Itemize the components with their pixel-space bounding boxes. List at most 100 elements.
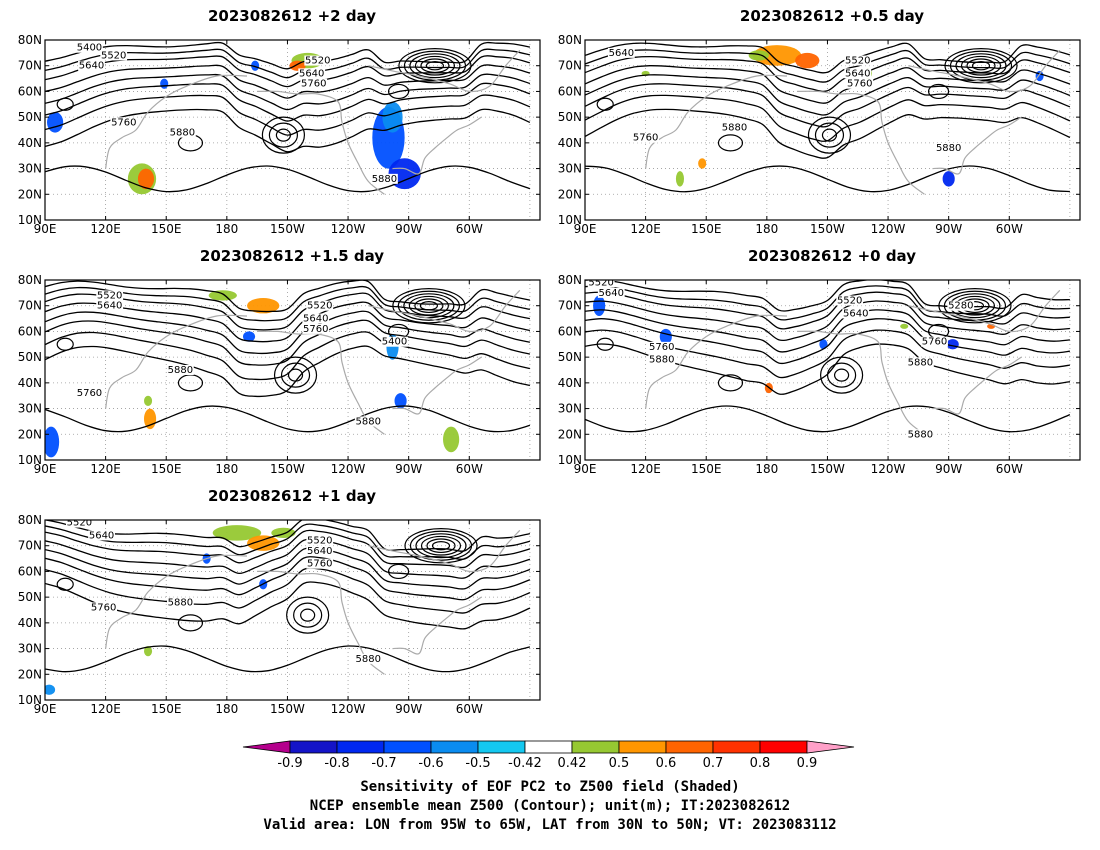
contour-label: 5880 (649, 355, 674, 366)
z500-contour (944, 48, 1018, 84)
z500-contour (949, 50, 1013, 81)
contour-label-bg (96, 300, 124, 311)
contour-label: 5760 (633, 133, 658, 144)
z500-contour (45, 64, 531, 99)
y-tick-label: 70N (18, 539, 42, 553)
z500-contour (45, 331, 531, 381)
contour-label: 5880 (168, 365, 193, 376)
caption: Sensitivity of EOF PC2 to Z500 field (Sh… (263, 779, 836, 833)
panel-plus-0-day: 2023082612 +0 day 5520564055205640528057… (558, 247, 1081, 476)
contour-label-bg (947, 300, 975, 311)
contour-label-bg (96, 290, 124, 301)
z500-contour (56, 337, 74, 351)
z500-contour (431, 541, 451, 551)
sensitivity-shading (942, 171, 955, 187)
z500-contour (392, 288, 466, 324)
z500-contour (45, 285, 531, 322)
sensitivity-shading (382, 101, 403, 133)
z500-contour (293, 602, 323, 628)
z500-contour (45, 41, 531, 70)
y-tick-label: 10N (558, 453, 582, 467)
contour-label: 5760 (649, 342, 674, 353)
colorbar-box (477, 740, 526, 754)
contour-label-bg (906, 429, 934, 440)
x-tick-label: 180 (755, 462, 778, 476)
contour-label-bg (935, 143, 963, 153)
contour-label-bg (90, 602, 117, 613)
z500-contour (960, 55, 1002, 76)
x-tick-label: 180 (755, 222, 778, 236)
colorbar-box (524, 740, 573, 754)
sensitivity-shading (795, 52, 820, 69)
z500-contour (45, 581, 531, 630)
contour-label: 5880 (356, 416, 381, 427)
contour-label: 5760 (847, 79, 872, 90)
contour-label: 5640 (89, 530, 114, 541)
coastline (797, 330, 925, 435)
x-tick-label: 90W (395, 702, 422, 716)
z500-contour (45, 319, 531, 366)
contour-label: 5760 (301, 79, 326, 90)
y-tick-label: 20N (18, 427, 42, 441)
contour-label: 5520 (588, 278, 613, 289)
y-tick-label: 20N (558, 187, 582, 201)
x-tick-label: 150W (270, 462, 305, 476)
x-tick-label: 180 (215, 222, 238, 236)
z500-contour (45, 301, 531, 343)
z500-contour (420, 535, 462, 556)
contour-label: 5880 (168, 597, 193, 608)
y-tick-label: 20N (558, 427, 582, 441)
sensitivity-shading (208, 290, 237, 301)
coastline (932, 116, 1022, 175)
sensitivity-shading (247, 298, 280, 314)
sensitivity-shading (1035, 70, 1044, 82)
z500-contour (56, 97, 74, 111)
contour-label-bg (76, 42, 103, 53)
z500-contour (585, 55, 1071, 93)
z500-contour (814, 122, 845, 148)
colorbar-label: -0.9 (277, 756, 302, 771)
y-tick-label: 20N (18, 187, 42, 201)
z500-contour (414, 55, 456, 76)
z500-contour (415, 533, 467, 559)
z500-contour (45, 280, 531, 313)
coastline (392, 596, 482, 655)
z500-contour (585, 42, 1071, 74)
z500-contour (585, 405, 1071, 433)
contour-label-bg (298, 68, 326, 79)
y-tick-label: 40N (558, 376, 582, 390)
sensitivity-shading (47, 112, 64, 133)
y-tick-label: 60N (558, 84, 582, 98)
z500-contour (585, 318, 1070, 365)
sensitivity-shading (160, 78, 169, 89)
coastline (932, 356, 1022, 415)
colorbar-label: 0.5 (609, 756, 630, 771)
colorbar-extend-high (806, 740, 855, 754)
x-tick-label: 90E (34, 462, 57, 476)
sensitivity-shading (698, 158, 707, 169)
y-tick-label: 40N (18, 136, 42, 150)
x-tick-label: 150E (691, 462, 722, 476)
z500-contour (408, 295, 449, 316)
contour-label: 5880 (372, 174, 397, 185)
contour-label-bg (842, 308, 870, 319)
contour-label-bg (166, 365, 194, 375)
z500-contour (261, 116, 306, 154)
colorbar-label: 0.8 (750, 756, 771, 771)
contour-label-bg (648, 354, 676, 365)
sensitivity-shading (251, 60, 260, 71)
x-tick-label: 60W (456, 462, 483, 476)
contour-label-bg (371, 173, 398, 184)
colorbar-label: -0.8 (324, 756, 349, 771)
z500-contour (45, 345, 531, 398)
z500-contour (45, 82, 531, 122)
x-tick-label: 90E (34, 222, 57, 236)
contour-label-bg (306, 545, 334, 556)
contour-label-bg (306, 300, 334, 311)
z500-contour (717, 134, 744, 152)
coastline (368, 529, 521, 573)
panel-plus-0-5-day: 2023082612 +0.5 day 56405520564057605760… (558, 7, 1081, 236)
z500-contour (275, 128, 292, 142)
